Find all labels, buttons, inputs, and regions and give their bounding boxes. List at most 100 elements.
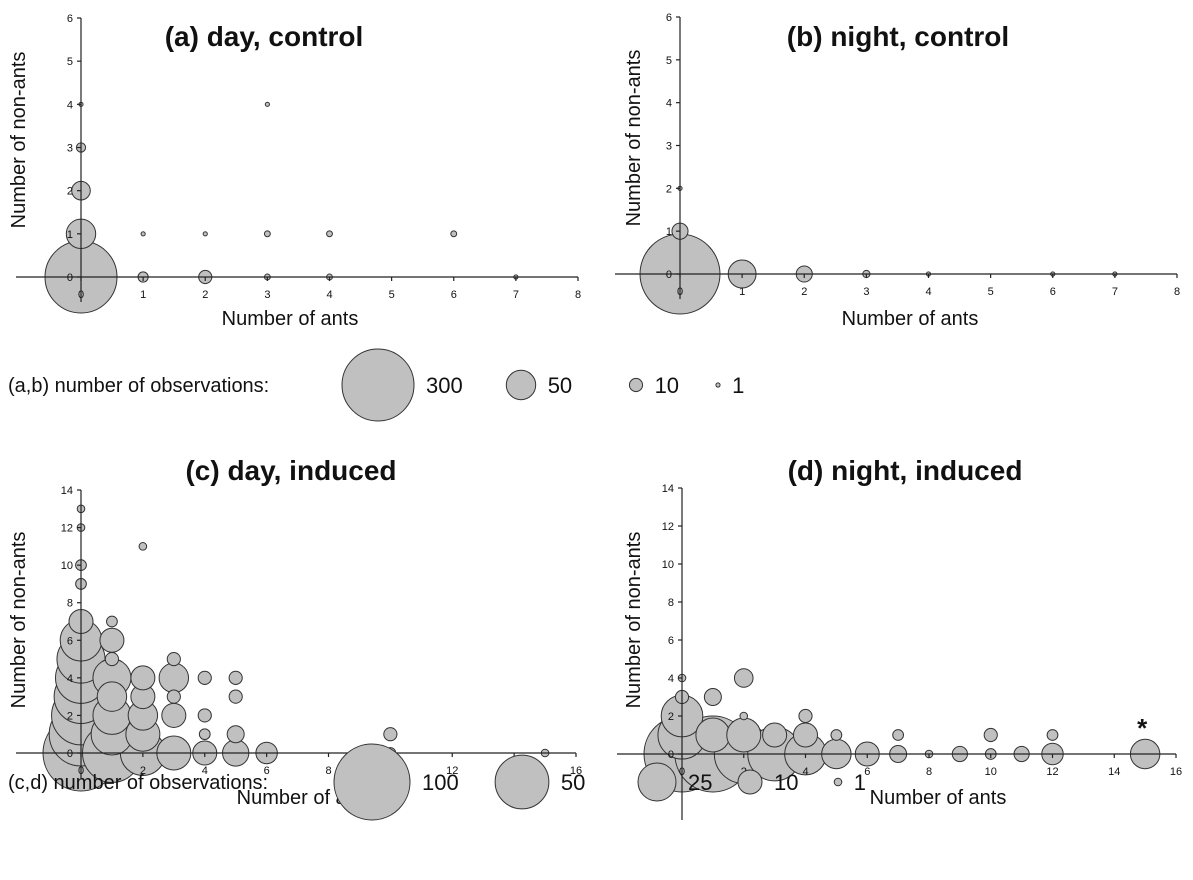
data-point (161, 702, 187, 728)
data-point (703, 688, 722, 706)
size-legend-circle (833, 777, 843, 787)
y-tick-label: 4 (67, 99, 73, 111)
data-point (99, 627, 125, 653)
data-point (450, 230, 458, 238)
x-tick-label: 6 (451, 289, 457, 301)
size-legend-value: 50 (561, 770, 585, 795)
data-point (830, 729, 843, 741)
size-legend-value: 300 (426, 373, 463, 398)
y-tick-label: 2 (668, 711, 674, 723)
size-legend-label: (c,d) number of observations: (8, 772, 268, 794)
size-legend-value: 10 (774, 770, 798, 795)
chart-title: (b) night, control (787, 21, 1009, 52)
y-tick-label: 0 (67, 748, 73, 760)
x-axis-label: Number of ants (842, 308, 979, 330)
size-legend-circle (628, 377, 644, 393)
y-tick-label: 6 (668, 635, 674, 647)
data-point (798, 708, 813, 724)
x-tick-label: 6 (864, 766, 870, 778)
data-point (106, 615, 118, 628)
data-point (1046, 729, 1059, 741)
y-tick-label: 4 (666, 98, 672, 110)
data-point (158, 662, 190, 694)
y-tick-label: 8 (67, 598, 73, 610)
y-tick-label: 1 (666, 226, 672, 238)
x-axis-label: Number of ants (222, 308, 359, 330)
size-legend-value: 25 (688, 770, 712, 795)
data-point (695, 717, 731, 753)
x-tick-label: 1 (140, 289, 146, 301)
y-tick-label: 2 (67, 186, 73, 198)
y-tick-label: 6 (666, 12, 672, 24)
data-point (733, 668, 754, 688)
data-point (197, 670, 212, 685)
y-tick-label: 3 (67, 143, 73, 155)
y-tick-label: 4 (67, 673, 73, 685)
x-tick-label: 8 (575, 289, 581, 301)
x-tick-label: 6 (264, 765, 270, 777)
y-tick-label: 10 (662, 559, 674, 571)
x-tick-label: 2 (202, 289, 208, 301)
y-tick-label: 12 (61, 523, 73, 535)
x-tick-label: 8 (926, 766, 932, 778)
y-tick-label: 0 (668, 749, 674, 761)
data-point (166, 689, 181, 704)
chart-title: (d) night, induced (788, 455, 1023, 486)
panel-d: 024681012141602468101214(d) night, induc… (617, 455, 1182, 820)
data-point (792, 722, 819, 748)
x-tick-label: 7 (513, 289, 519, 301)
x-tick-label: 6 (1050, 286, 1056, 298)
size-legend-circle (637, 762, 677, 802)
x-tick-label: 3 (863, 286, 869, 298)
x-axis-label: Number of ants (870, 787, 1007, 809)
panel-b: 0 1 2 3 4 5 6 7 8 0 1 2 3 4 5 6 (b) night, control Number… (615, 12, 1180, 330)
data-point (130, 665, 156, 691)
data-point (166, 651, 181, 667)
x-tick-label: 8 (1174, 286, 1180, 298)
x-tick-label: 2 (140, 765, 146, 777)
data-point (96, 681, 128, 712)
x-tick-label: 12 (1046, 766, 1058, 778)
x-tick-label: 2 (801, 286, 807, 298)
y-tick-label: 0 (67, 272, 73, 284)
size-legend-ab: (a,b) number of observations: 300 50 10 1 (8, 348, 744, 422)
data-point (197, 708, 212, 723)
y-tick-label: 0 (666, 269, 672, 281)
x-tick-label: 12 (446, 765, 458, 777)
x-tick-label: 5 (988, 286, 994, 298)
chart-title: (a) day, control (165, 21, 364, 52)
data-point (226, 725, 245, 744)
y-tick-label: 5 (67, 56, 73, 68)
data-point (739, 711, 749, 721)
size-legend-value: 100 (422, 770, 459, 795)
y-tick-label: 10 (61, 560, 73, 572)
x-tick-label: 0 (679, 766, 685, 778)
data-point (762, 722, 788, 748)
x-tick-label: 0 (677, 286, 683, 298)
y-tick-label: 4 (668, 673, 674, 685)
data-point (228, 670, 243, 685)
y-axis-label: Number of non-ants (623, 532, 645, 709)
y-tick-label: 6 (67, 635, 73, 647)
y-tick-label: 6 (67, 13, 73, 25)
x-tick-label: 14 (1108, 766, 1120, 778)
size-legend-value: 1 (732, 373, 744, 398)
data-point (138, 542, 148, 551)
x-tick-label: 1 (739, 286, 745, 298)
data-point (198, 728, 211, 741)
x-tick-label: 10 (985, 766, 997, 778)
data-point (263, 230, 271, 238)
size-legend-value: 50 (548, 373, 572, 398)
x-tick-label: 0 (78, 289, 84, 301)
x-tick-label: 4 (925, 286, 931, 298)
size-legend-circle (737, 769, 763, 795)
data-point (104, 651, 120, 667)
y-tick-label: 3 (666, 141, 672, 153)
x-tick-label: 4 (802, 766, 808, 778)
size-legend-circle (333, 743, 411, 821)
size-legend-circle (494, 754, 550, 810)
x-tick-label: 7 (1112, 286, 1118, 298)
y-axis-label: Number of non-ants (8, 52, 30, 229)
x-tick-label: 16 (570, 765, 582, 777)
